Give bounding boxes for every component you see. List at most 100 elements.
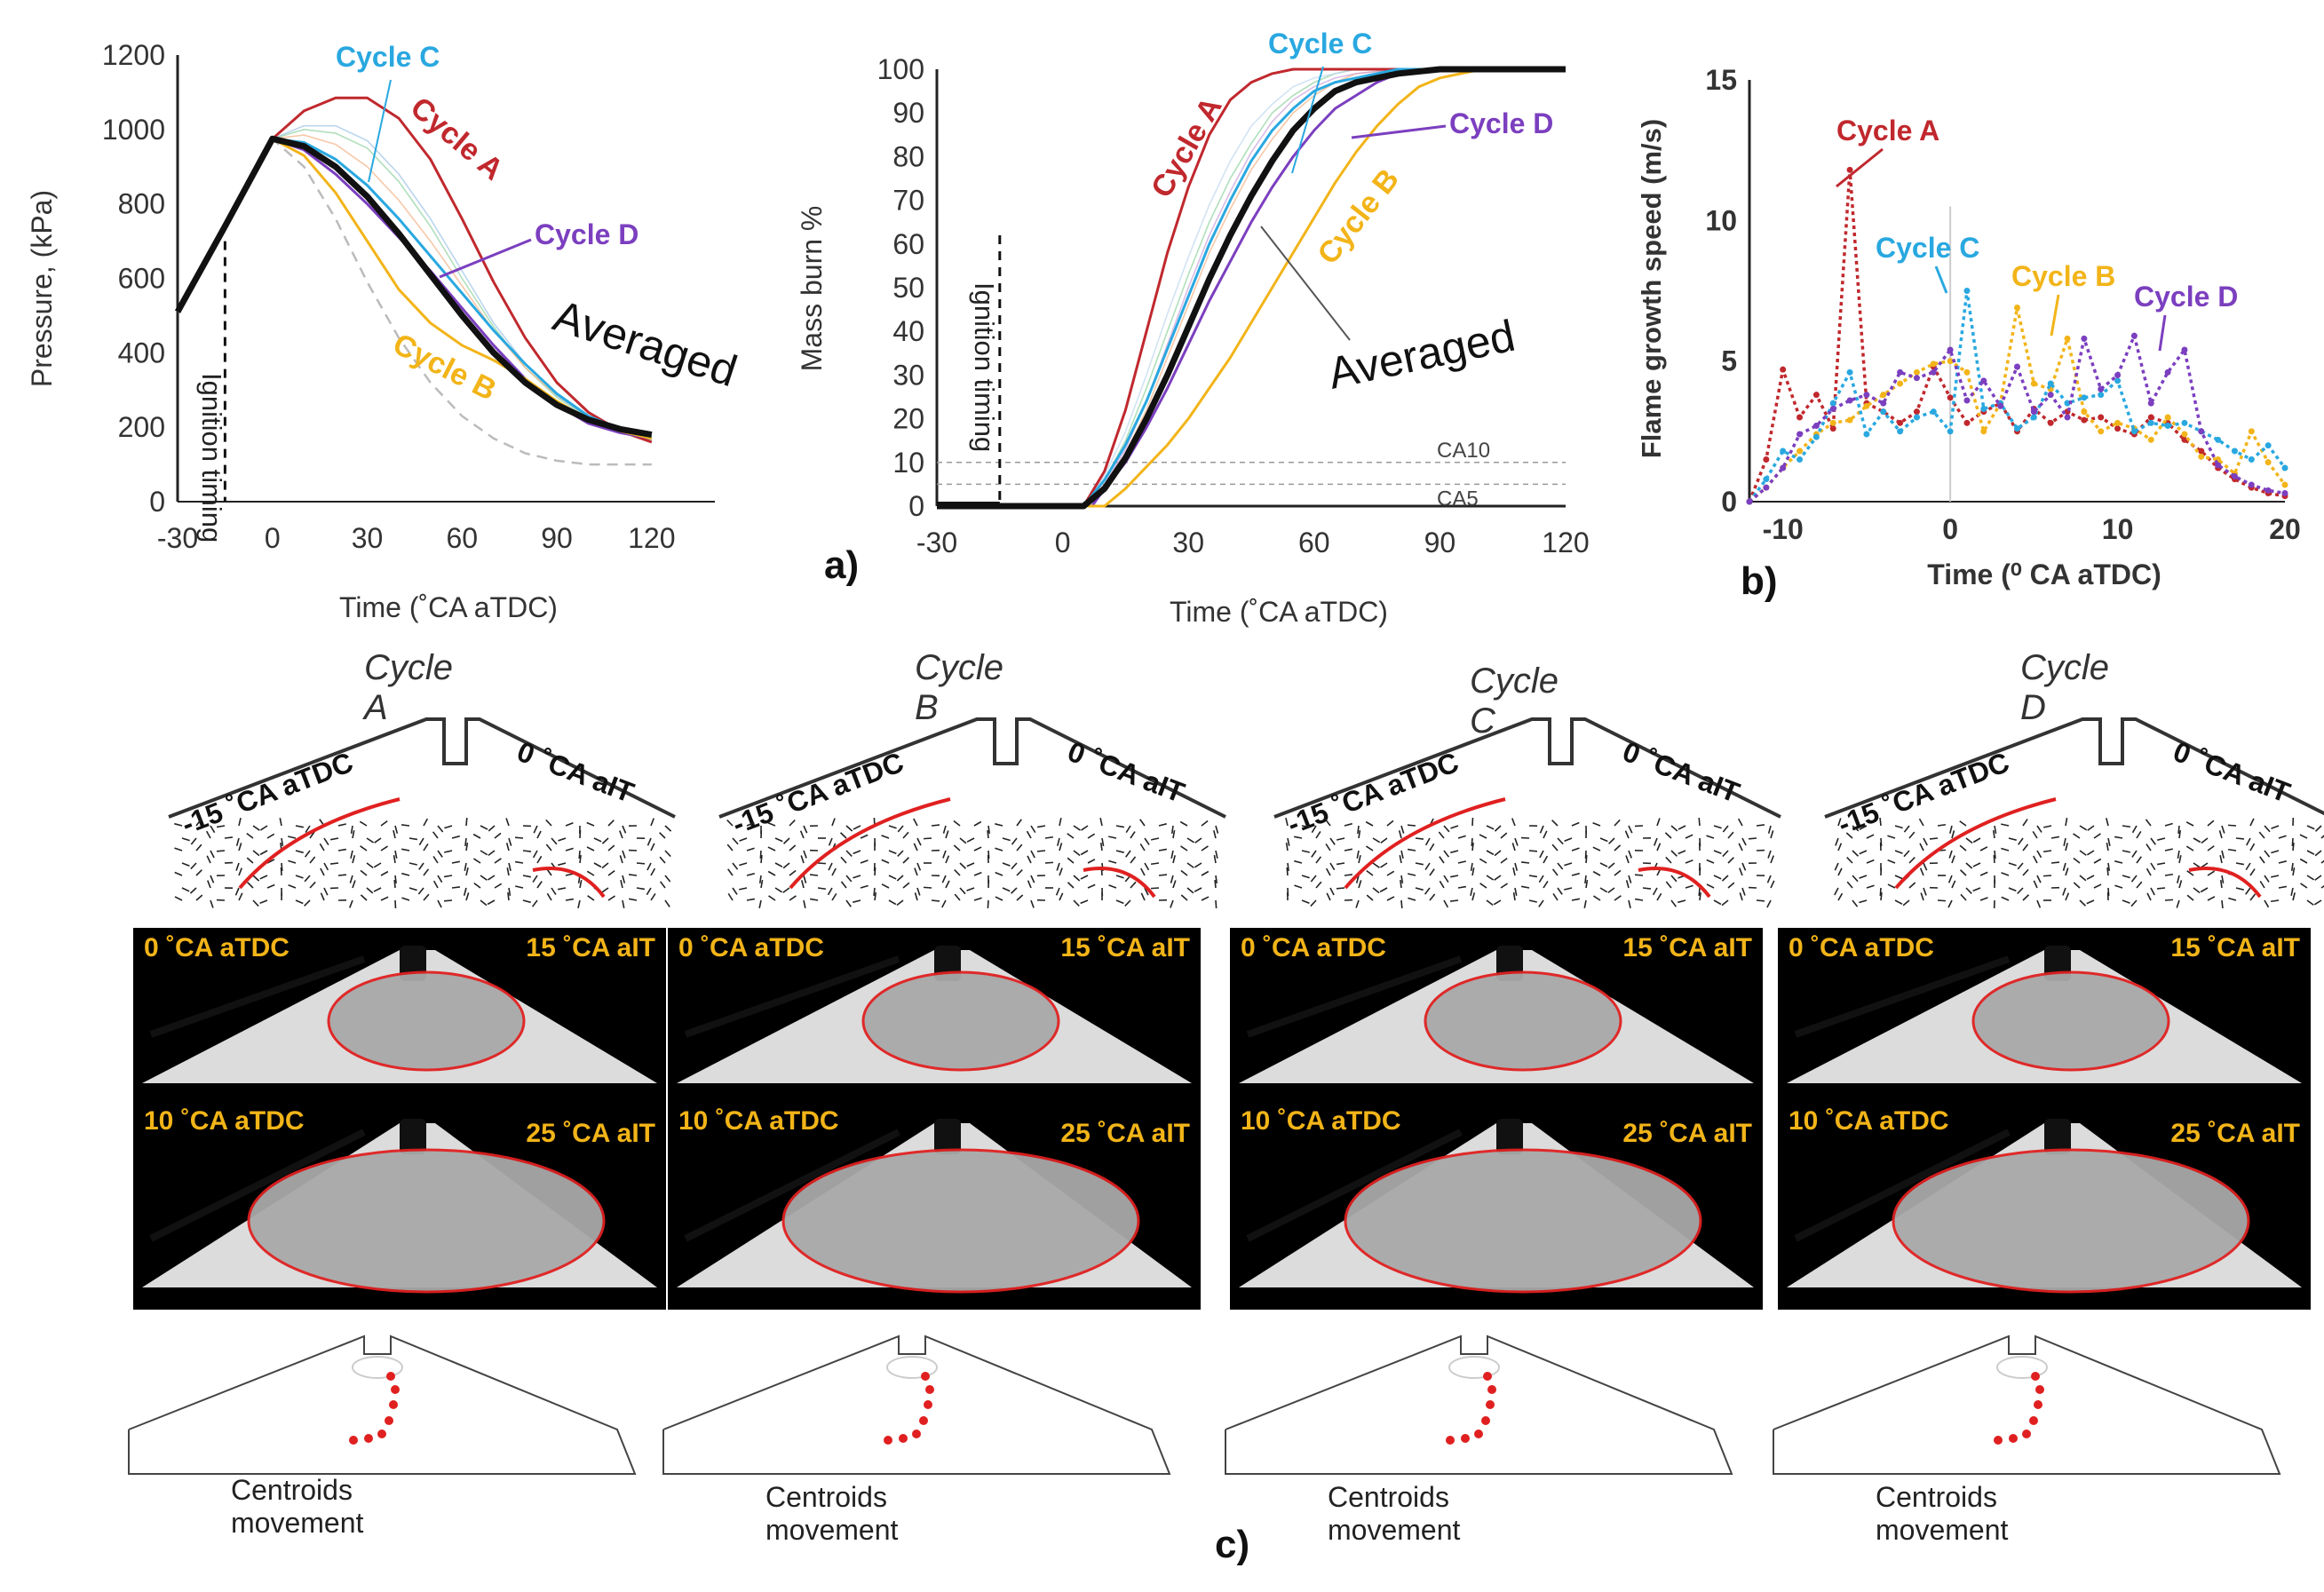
velocity-vector (945, 830, 949, 839)
velocity-vector (205, 830, 211, 839)
velocity-vector (2156, 862, 2166, 866)
velocity-vector (2164, 899, 2174, 901)
velocity-vector (189, 887, 197, 894)
velocity-vector (174, 871, 183, 876)
velocity-vector (1923, 887, 1927, 896)
row2-right-label: 25 ˚CA aIT (2170, 1119, 2300, 1148)
data-point (2064, 400, 2071, 407)
velocity-vector (1685, 859, 1693, 864)
velocity-vector (942, 850, 947, 859)
velocity-vector (902, 857, 910, 864)
velocity-vector (827, 887, 833, 896)
velocity-vector (1923, 837, 1928, 846)
faint-cycle-line (937, 68, 1566, 507)
annot-cycle-a: Cycle A (1836, 115, 1939, 147)
velocity-vector (1170, 850, 1174, 859)
flame-contour (861, 970, 1060, 1072)
velocity-vector (1214, 879, 1217, 889)
velocity-vector (2022, 819, 2028, 827)
velocity-vector (1520, 861, 1530, 864)
centroid-point (1994, 1436, 2003, 1445)
velocity-vector (789, 844, 797, 851)
velocity-vector (1108, 859, 1117, 864)
centroid-point (1486, 1400, 1495, 1409)
centroid-point (1446, 1436, 1455, 1445)
velocity-vector (727, 868, 734, 876)
velocity-vector (1016, 868, 1023, 876)
data-point (1930, 408, 1937, 416)
flow-arrow (1344, 797, 1506, 890)
centroid-point (1461, 1434, 1470, 1443)
velocity-vector (423, 868, 430, 876)
centroid-point (2029, 1416, 2038, 1425)
velocity-vector (1172, 855, 1176, 864)
velocity-vector (1470, 887, 1473, 896)
velocity-vector (828, 837, 833, 846)
velocity-vector (1067, 882, 1075, 889)
velocity-vector (259, 850, 268, 856)
velocity-vector (2146, 892, 2152, 901)
data-point (2064, 335, 2071, 342)
velocity-vector (1080, 875, 1089, 880)
series-line-cycle-b (937, 67, 1566, 508)
spark-plug (1496, 1119, 1523, 1154)
velocity-vector (1837, 843, 1843, 851)
velocity-vector (2306, 875, 2315, 881)
velocity-vector (480, 899, 488, 907)
velocity-vector (1080, 850, 1089, 856)
velocity-vector (774, 837, 783, 843)
velocity-vector (1158, 848, 1168, 851)
velocity-vector (1543, 881, 1549, 889)
velocity-vector (1741, 862, 1747, 871)
velocity-vector (2065, 867, 2069, 876)
velocity-vector (1180, 869, 1188, 876)
data-point (2147, 414, 2154, 421)
data-point (2014, 363, 2020, 370)
data-point (2081, 408, 2088, 416)
velocity-vector (2249, 843, 2256, 851)
velocity-vector (1767, 825, 1772, 834)
data-point (1863, 392, 1870, 399)
velocity-vector (619, 830, 623, 839)
velocity-vector (853, 875, 861, 879)
velocity-vector (2036, 899, 2042, 908)
velocity-vector (350, 825, 353, 835)
velocity-vector (1979, 871, 1988, 876)
velocity-vector (2093, 883, 2102, 889)
velocity-vector (1325, 867, 1331, 876)
velocity-vector (1016, 819, 1022, 827)
velocity-vector (758, 899, 762, 908)
velocity-vector (916, 862, 922, 871)
velocity-vector (2299, 858, 2308, 864)
data-point (2198, 453, 2205, 460)
velocity-vector (959, 887, 966, 895)
data-point (1846, 166, 1853, 173)
row1-right-label: 15 ˚CA aIT (1622, 933, 1752, 962)
velocity-vector (1449, 899, 1459, 902)
velocity-vector (586, 870, 595, 876)
centroid-point (2031, 1372, 2040, 1381)
velocity-vector (1866, 834, 1875, 839)
velocity-vector (514, 860, 524, 864)
velocity-vector (2320, 885, 2324, 889)
velocity-vector (746, 873, 755, 876)
velocity-vector (2246, 837, 2251, 846)
velocity-vector (305, 825, 311, 833)
velocity-vector (1186, 862, 1194, 868)
velocity-vector (533, 825, 538, 834)
velocity-vector (2146, 844, 2152, 851)
velocity-vector (646, 837, 652, 846)
velocity-vector (1294, 884, 1303, 889)
velocity-vector (1528, 899, 1537, 903)
row2-right-label: 25 ˚CA aIT (526, 1119, 655, 1148)
velocity-vector (195, 894, 203, 901)
velocity-vector (2249, 893, 2257, 901)
velocity-vector (1511, 818, 1516, 827)
velocity-vector (579, 854, 582, 864)
velocity-vector (1011, 862, 1018, 870)
velocity-vector (1125, 850, 1131, 858)
velocity-vector (330, 837, 339, 841)
velocity-vector (1486, 875, 1494, 881)
centroid-point (884, 1436, 892, 1445)
mass-burn-chart: 0 10 20 30 40 50 60 70 80 90 100 -30 0 30 60 90 120 CA10… (796, 28, 1590, 628)
